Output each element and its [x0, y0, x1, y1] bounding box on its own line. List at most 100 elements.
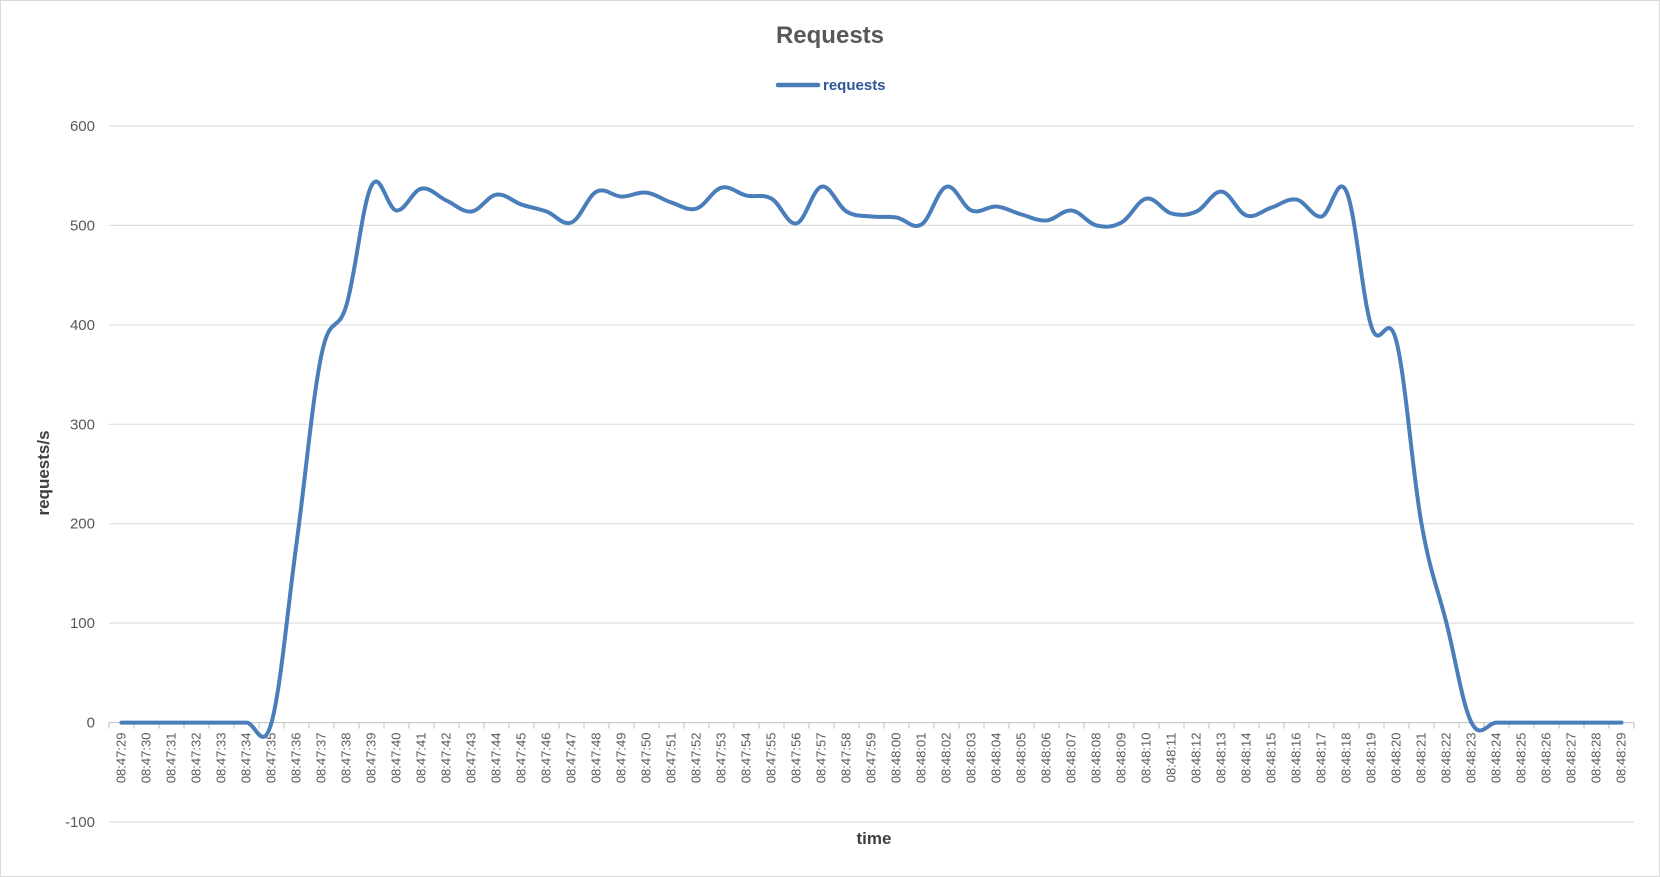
data-point	[995, 205, 999, 209]
x-tick-label: 08:47:59	[864, 733, 879, 784]
data-point	[1345, 190, 1349, 194]
data-point	[295, 542, 299, 546]
x-tick-label: 08:47:56	[789, 733, 804, 784]
data-point	[720, 186, 724, 190]
x-tick-label: 08:48:15	[1264, 733, 1279, 784]
data-point	[1145, 197, 1149, 201]
x-tick-label: 08:47:47	[564, 733, 579, 784]
x-tick-label: 08:47:58	[839, 733, 854, 784]
data-point	[1020, 212, 1024, 216]
x-tick-label: 08:48:19	[1364, 733, 1379, 784]
data-point	[945, 185, 949, 189]
data-point	[1270, 206, 1274, 210]
data-point	[345, 303, 349, 307]
data-point	[1545, 721, 1549, 725]
x-tick-label: 08:47:46	[539, 733, 554, 784]
data-point	[1595, 721, 1599, 725]
gridlines	[109, 125, 1634, 823]
data-point	[570, 220, 574, 224]
x-tick-label: 08:48:14	[1239, 733, 1254, 784]
data-point	[1070, 209, 1074, 213]
data-point	[145, 721, 149, 725]
y-tick-label: 400	[70, 317, 95, 334]
x-tick-label: 08:48:27	[1564, 733, 1579, 784]
x-tick-label: 08:47:49	[614, 733, 629, 784]
x-tick-label: 08:48:11	[1164, 733, 1179, 783]
x-tick-label: 08:47:48	[589, 733, 604, 784]
data-point	[1170, 211, 1174, 215]
data-point	[1095, 223, 1099, 227]
data-point	[645, 191, 649, 195]
data-point	[620, 195, 624, 199]
data-point	[170, 721, 174, 725]
data-point	[1570, 721, 1574, 725]
data-point	[695, 207, 699, 211]
data-point	[370, 184, 374, 188]
data-point	[820, 185, 824, 189]
x-tick-label: 08:48:10	[1139, 733, 1154, 784]
x-tick-label: 08:48:28	[1589, 733, 1604, 784]
data-point	[595, 190, 599, 194]
x-tick-label: 08:48:01	[914, 733, 929, 784]
data-point	[1395, 340, 1399, 344]
x-tick-label: 08:47:50	[639, 733, 654, 784]
x-tick-label: 08:48:09	[1114, 733, 1129, 784]
data-point	[1445, 621, 1449, 625]
x-tick-label: 08:48:03	[964, 733, 979, 784]
x-tick-label: 08:47:43	[464, 733, 479, 784]
data-point	[395, 209, 399, 213]
x-tick-label: 08:48:23	[1464, 733, 1479, 784]
x-tick-label: 08:47:37	[314, 733, 329, 784]
data-point	[1620, 721, 1624, 725]
x-tick-label: 08:47:44	[489, 733, 504, 784]
data-point	[445, 199, 449, 203]
data-point	[520, 203, 524, 207]
data-point	[795, 221, 799, 225]
x-tick-label: 08:47:35	[264, 733, 279, 784]
x-tick-label: 08:48:16	[1289, 733, 1304, 784]
x-tick-label: 08:48:13	[1214, 733, 1229, 784]
y-axis-title: requests/s	[34, 430, 53, 515]
data-point	[1120, 220, 1124, 224]
data-point	[120, 721, 124, 725]
y-tick-label: 500	[70, 217, 95, 234]
data-point	[545, 210, 549, 214]
data-point	[745, 194, 749, 198]
x-tick-label: 08:48:29	[1614, 733, 1629, 784]
data-point	[895, 215, 899, 219]
x-tick-label: 08:48:24	[1489, 733, 1504, 784]
x-tick-label: 08:48:08	[1089, 733, 1104, 784]
data-point	[270, 721, 274, 725]
x-tick-label: 08:47:51	[664, 733, 679, 784]
y-axis-ticks: -100 0 100 200 300 400 500 600	[65, 118, 95, 831]
legend: requests	[775, 77, 886, 94]
x-tick-label: 08:48:22	[1439, 733, 1454, 784]
y-tick-label: 200	[70, 516, 95, 533]
x-tick-label: 08:48:20	[1389, 733, 1404, 784]
data-point	[1195, 210, 1199, 214]
x-tick-label: 08:48:00	[889, 733, 904, 784]
data-point	[495, 193, 499, 197]
data-point	[195, 721, 199, 725]
data-point	[220, 721, 224, 725]
data-point	[245, 721, 249, 725]
x-tick-label: 08:47:52	[689, 733, 704, 784]
x-tick-label: 08:47:31	[164, 733, 179, 784]
data-point	[1245, 213, 1249, 217]
data-point	[1045, 218, 1049, 222]
x-axis	[108, 722, 1635, 729]
x-tick-label: 08:47:42	[439, 733, 454, 784]
data-point	[770, 197, 774, 201]
x-tick-label: 08:47:29	[114, 733, 129, 784]
data-point	[1295, 198, 1299, 202]
x-tick-label: 08:48:12	[1189, 733, 1204, 784]
x-tick-label: 08:47:30	[139, 733, 154, 784]
x-tick-label: 08:48:26	[1539, 733, 1554, 784]
x-tick-label: 08:47:41	[414, 733, 429, 784]
series-line-requests	[119, 179, 1624, 739]
x-tick-label: 08:48:17	[1314, 733, 1329, 784]
x-tick-label: 08:48:25	[1514, 733, 1529, 784]
data-point	[1495, 721, 1499, 725]
